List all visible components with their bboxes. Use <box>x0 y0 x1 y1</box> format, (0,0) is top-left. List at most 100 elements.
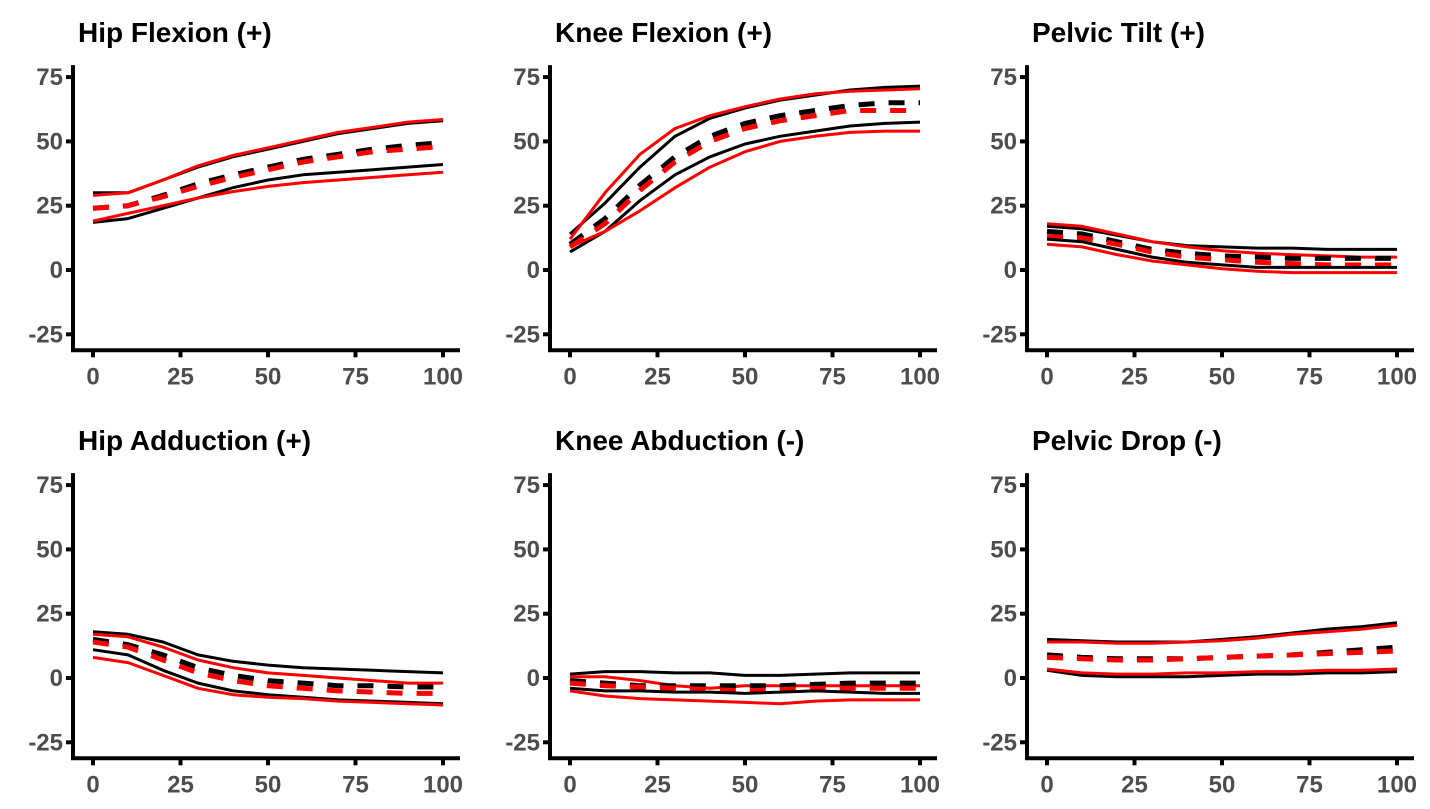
series-line-6-solid <box>569 129 920 249</box>
y-tick-label: 75 <box>36 64 63 91</box>
x-tick-label: 25 <box>644 771 671 798</box>
panel-5: Knee Abduction (-) -25 0 25 50 75 0 25 50 75 100 <box>505 425 940 798</box>
x-tick-label: 0 <box>1040 363 1053 390</box>
x-tick-label: 50 <box>255 363 282 390</box>
y-tick-label: 25 <box>990 193 1017 220</box>
x-tick-label: 50 <box>732 771 759 798</box>
x-tick-label: 0 <box>1040 771 1053 798</box>
x-tick-label: 25 <box>167 771 194 798</box>
y-tick-label: 50 <box>990 536 1017 563</box>
panel-1: Hip Flexion (+) -25 0 25 50 75 0 25 50 75 100 <box>28 17 463 390</box>
series-line-4-dashed <box>92 639 443 696</box>
series-line-2-solid <box>568 87 921 241</box>
x-tick-label: 100 <box>1377 363 1417 390</box>
y-tick-label: -25 <box>28 729 63 756</box>
series-line-4-dashed <box>568 108 920 249</box>
y-tick-label: 25 <box>36 193 63 220</box>
y-tick-label: 50 <box>513 128 540 155</box>
x-tick-label: 100 <box>423 363 463 390</box>
y-tick-label: -25 <box>505 321 540 348</box>
x-tick-label: 0 <box>563 771 576 798</box>
y-tick-label: -25 <box>982 321 1017 348</box>
series-line-2-solid <box>1047 623 1398 645</box>
y-tick-label: 50 <box>513 536 540 563</box>
series-line-3-dashed <box>92 636 443 690</box>
panel-title: Hip Adduction (+) <box>78 425 311 456</box>
y-tick-label: -25 <box>982 729 1017 756</box>
panel-title: Knee Abduction (-) <box>555 425 804 456</box>
series-line-5-solid <box>1046 237 1397 269</box>
x-tick-label: 75 <box>819 771 846 798</box>
series-line-5-solid <box>1046 668 1398 679</box>
x-tick-label: 100 <box>900 771 940 798</box>
series-line-3-dashed <box>1046 644 1398 662</box>
x-tick-label: 75 <box>342 771 369 798</box>
panel-title: Pelvic Tilt (+) <box>1032 17 1205 48</box>
series-line-6-solid <box>1046 667 1398 676</box>
series-line-2-solid <box>570 675 920 690</box>
series-line-2-solid <box>92 632 443 685</box>
series-line-1-solid <box>1046 224 1397 251</box>
y-tick-label: -25 <box>28 321 63 348</box>
y-tick-label: 25 <box>513 601 540 628</box>
x-tick-label: 50 <box>255 771 282 798</box>
y-tick-label: 75 <box>990 472 1017 499</box>
y-tick-label: 75 <box>513 64 540 91</box>
x-tick-label: 25 <box>644 363 671 390</box>
series-line-6-solid <box>1046 242 1397 275</box>
series-line-1-solid <box>93 119 444 195</box>
x-tick-label: 0 <box>563 363 576 390</box>
y-tick-label: 75 <box>513 472 540 499</box>
y-tick-label: 0 <box>50 257 63 284</box>
panel-6: Pelvic Drop (-) -25 0 25 50 75 0 25 50 75 100 <box>982 425 1417 798</box>
y-tick-label: 0 <box>527 257 540 284</box>
x-tick-label: 75 <box>819 363 846 390</box>
x-tick-label: 75 <box>342 363 369 390</box>
panel-3: Pelvic Tilt (+) -25 0 25 50 75 0 25 50 75 100 <box>982 17 1417 390</box>
series-line-5-solid <box>92 648 444 706</box>
x-tick-label: 75 <box>1296 771 1323 798</box>
x-tick-label: 100 <box>900 363 940 390</box>
y-tick-label: 0 <box>1004 665 1017 692</box>
series-line-2-solid <box>1046 222 1397 259</box>
series-line-1-solid <box>1046 621 1398 644</box>
series-line-2-solid <box>92 118 444 197</box>
x-tick-label: 0 <box>86 363 99 390</box>
y-tick-label: 50 <box>36 128 63 155</box>
y-tick-label: 0 <box>50 665 63 692</box>
series-line-5-solid <box>569 686 920 695</box>
series-line-6-solid <box>569 689 920 706</box>
panel-4: Hip Adduction (+) -25 0 25 50 75 0 25 50 75 100 <box>28 425 463 798</box>
y-tick-label: 25 <box>36 601 63 628</box>
x-tick-label: 100 <box>423 771 463 798</box>
series-line-1-solid <box>92 630 444 675</box>
y-tick-label: 25 <box>990 601 1017 628</box>
y-tick-label: 0 <box>1004 257 1017 284</box>
y-tick-label: 0 <box>527 665 540 692</box>
y-tick-label: 50 <box>990 128 1017 155</box>
x-tick-label: 50 <box>732 363 759 390</box>
series-line-5-solid <box>92 163 444 224</box>
y-tick-label: 50 <box>36 536 63 563</box>
series-line-4-dashed <box>1046 648 1398 663</box>
x-tick-label: 50 <box>1209 363 1236 390</box>
series-line-6-solid <box>92 170 444 223</box>
panel-2: Knee Flexion (+) -25 0 25 50 75 0 25 50 75 100 <box>505 17 940 390</box>
panel-title: Hip Flexion (+) <box>78 17 272 48</box>
x-tick-label: 75 <box>1296 363 1323 390</box>
x-tick-label: 100 <box>1377 771 1417 798</box>
y-tick-label: 25 <box>513 193 540 220</box>
y-tick-label: 75 <box>36 472 63 499</box>
series-line-1-solid <box>569 670 920 677</box>
x-tick-label: 25 <box>167 363 194 390</box>
panel-title: Knee Flexion (+) <box>555 17 772 48</box>
series-line-5-solid <box>569 120 921 254</box>
series-line-3-dashed <box>568 100 920 247</box>
x-tick-label: 25 <box>1121 363 1148 390</box>
x-tick-label: 25 <box>1121 771 1148 798</box>
series-line-6-solid <box>92 655 444 707</box>
y-tick-label: 75 <box>990 64 1017 91</box>
series-line-3-dashed <box>92 140 444 211</box>
y-tick-label: -25 <box>505 729 540 756</box>
